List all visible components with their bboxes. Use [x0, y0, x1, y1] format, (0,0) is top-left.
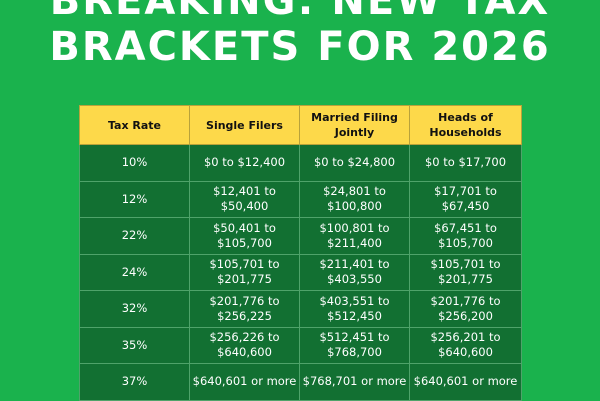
household-cell: $105,701 to $201,775 [409, 253, 522, 291]
rate-cell: 35% [79, 326, 190, 364]
table-row: 24% $105,701 to $201,775 $211,401 to $40… [79, 253, 522, 291]
married-cell: $100,801 to $211,400 [299, 217, 410, 255]
single-cell: $0 to $12,400 [189, 144, 300, 182]
household-cell: $640,601 or more [409, 363, 522, 401]
single-cell: $105,701 to $201,775 [189, 253, 300, 291]
married-cell: $403,551 to $512,450 [299, 290, 410, 328]
rate-cell: 32% [79, 290, 190, 328]
table-header-row: Tax Rate Single Filers Married Filing Jo… [79, 105, 522, 145]
header-married-filing-jointly: Married Filing Jointly [299, 105, 410, 145]
header-single-filers: Single Filers [189, 105, 300, 145]
table-row: 32% $201,776 to $256,225 $403,551 to $51… [79, 290, 522, 328]
single-cell: $50,401 to $105,700 [189, 217, 300, 255]
single-cell: $256,226 to $640,600 [189, 326, 300, 364]
rate-cell: 37% [79, 363, 190, 401]
headline-line-2: BRACKETS FOR 2026 [49, 24, 551, 70]
table-row: 37% $640,601 or more $768,701 or more $6… [79, 363, 522, 401]
single-cell: $201,776 to $256,225 [189, 290, 300, 328]
household-cell: $67,451 to $105,700 [409, 217, 522, 255]
household-cell: $201,776 to $256,200 [409, 290, 522, 328]
married-cell: $512,451 to $768,700 [299, 326, 410, 364]
single-cell: $12,401 to $50,400 [189, 180, 300, 218]
rate-cell: 10% [79, 144, 190, 182]
rate-cell: 22% [79, 217, 190, 255]
married-cell: $24,801 to $100,800 [299, 180, 410, 218]
header-tax-rate: Tax Rate [79, 105, 190, 145]
married-cell: $768,701 or more [299, 363, 410, 401]
headline-line-1: BREAKING: NEW TAX [49, 0, 551, 24]
married-cell: $0 to $24,800 [299, 144, 410, 182]
header-heads-of-households: Heads of Households [409, 105, 522, 145]
married-cell: $211,401 to $403,550 [299, 253, 410, 291]
table-row: 35% $256,226 to $640,600 $512,451 to $76… [79, 326, 522, 364]
table-row: 12% $12,401 to $50,400 $24,801 to $100,8… [79, 180, 522, 218]
table-row: 22% $50,401 to $105,700 $100,801 to $211… [79, 217, 522, 255]
tax-brackets-table: Tax Rate Single Filers Married Filing Jo… [79, 105, 522, 401]
rate-cell: 24% [79, 253, 190, 291]
single-cell: $640,601 or more [189, 363, 300, 401]
household-cell: $17,701 to $67,450 [409, 180, 522, 218]
household-cell: $0 to $17,700 [409, 144, 522, 182]
table-row: 10% $0 to $12,400 $0 to $24,800 $0 to $1… [79, 144, 522, 182]
household-cell: $256,201 to $640,600 [409, 326, 522, 364]
rate-cell: 12% [79, 180, 190, 218]
